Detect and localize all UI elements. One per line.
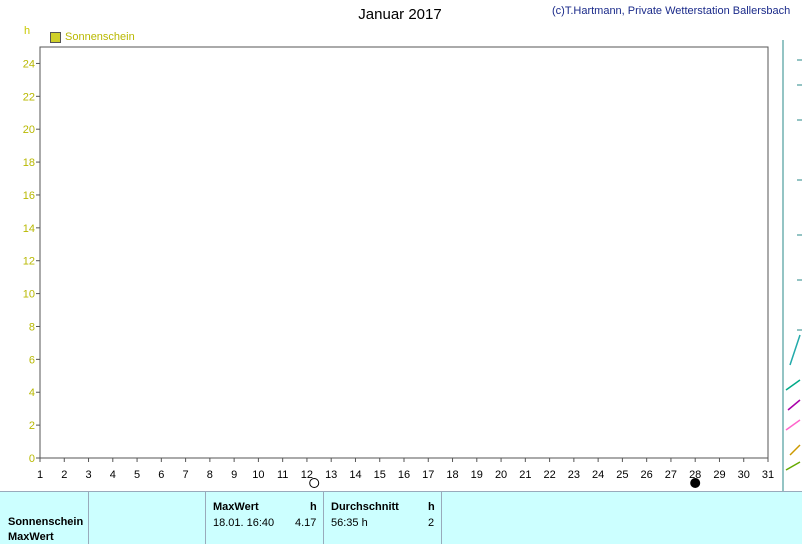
right-edge-decoration (782, 40, 802, 491)
x-tick-label: 28 (689, 469, 701, 481)
moon-phases (309, 478, 701, 488)
x-tick-label: 25 (616, 469, 628, 481)
x-tick-label: 19 (471, 469, 483, 481)
x-tick-label: 16 (398, 469, 410, 481)
x-tick-label: 11 (277, 469, 288, 481)
y-tick-label: 8 (29, 321, 35, 333)
deco-segment (785, 379, 801, 391)
max-time: 18.01. 16:40 (213, 517, 275, 529)
x-tick-label: 4 (110, 469, 116, 481)
axes (36, 46, 769, 462)
max-header: MaxWert (213, 501, 259, 513)
y-tick-label: 22 (23, 91, 35, 103)
y-tick-label: 20 (23, 124, 35, 136)
x-tick-labels: 1 2 3 4 5 6 7 8 9 10 11 12 13 14 15 16 17 18 19 20 21 22 23 24 2… (37, 469, 774, 481)
y-tick-label: 12 (23, 256, 35, 268)
y-tick-label: 16 (23, 190, 35, 202)
deco-segment (785, 419, 801, 431)
x-tick-label: 24 (592, 469, 604, 481)
y-tick-label: 24 (23, 58, 35, 70)
summary-table: Sonnenschein MaxWert MaxWert h 18.01. 16… (0, 491, 802, 544)
empty-cell-right (441, 492, 788, 544)
y-axis-label: h (24, 25, 31, 37)
x-tick-label: 13 (325, 469, 337, 481)
avg-value: 56:35 h (331, 517, 368, 529)
avg-cell: Durchschnitt h 56:35 h 2 (323, 492, 442, 544)
y-tick-label: 4 (29, 387, 35, 399)
avg-count: 2 (428, 517, 435, 529)
x-tick-label: 9 (231, 469, 237, 481)
y-tick-label: 0 (29, 453, 35, 465)
x-tick-label: 17 (422, 469, 434, 481)
x-tick-label: 21 (519, 469, 531, 481)
max-unit: h (310, 501, 317, 513)
x-tick-label: 23 (568, 469, 580, 481)
x-tick-label: 20 (495, 469, 507, 481)
x-tick-label: 12 (301, 469, 313, 481)
legend-swatch (50, 31, 61, 43)
deco-segment (789, 334, 801, 366)
deco-segment (785, 461, 801, 471)
x-tick-label: 3 (85, 469, 91, 481)
x-tick-label: 2 (61, 469, 67, 481)
x-tick-label: 6 (158, 469, 164, 481)
x-tick-label: 1 (37, 469, 43, 481)
x-tick-label: 14 (349, 469, 361, 481)
x-tick-label: 31 (762, 469, 774, 481)
row-label-cell: Sonnenschein MaxWert (0, 492, 88, 544)
x-tick-label: 22 (543, 469, 555, 481)
deco-segment (787, 399, 801, 411)
avg-header: Durchschnitt (331, 501, 399, 513)
y-tick-label: 2 (29, 420, 35, 432)
x-tick-label: 18 (446, 469, 458, 481)
x-tick-label: 15 (374, 469, 386, 481)
max-cell: MaxWert h 18.01. 16:40 4.17 (205, 492, 324, 544)
x-tick-label: 10 (252, 469, 264, 481)
chart-title: Januar 2017 (358, 6, 442, 23)
x-tick-label: 27 (665, 469, 677, 481)
x-tick-label: 30 (738, 469, 750, 481)
avg-unit: h (428, 501, 435, 513)
x-tick-label: 5 (134, 469, 140, 481)
empty-cell (88, 492, 205, 544)
x-tick-label: 8 (207, 469, 213, 481)
x-tick-label: 29 (713, 469, 725, 481)
moon-new (690, 478, 701, 488)
max-value: 4.17 (295, 517, 317, 529)
plot-frame (39, 46, 769, 459)
deco-segment (789, 444, 801, 456)
y-tick-label: 14 (23, 223, 35, 235)
y-tick-label: 18 (23, 157, 35, 169)
x-tick-label: 26 (641, 469, 653, 481)
chart-credit: (c)T.Hartmann, Private Wetterstation Bal… (552, 5, 791, 17)
x-tick-label: 7 (183, 469, 189, 481)
y-tick-label: 6 (29, 354, 35, 366)
moon-full (309, 478, 320, 488)
row-label-2: MaxWert (8, 531, 54, 543)
y-tick-label: 10 (23, 289, 35, 301)
row-label: Sonnenschein (8, 516, 84, 528)
legend-label: Sonnenschein (65, 31, 135, 43)
legend: Sonnenschein (50, 31, 135, 43)
